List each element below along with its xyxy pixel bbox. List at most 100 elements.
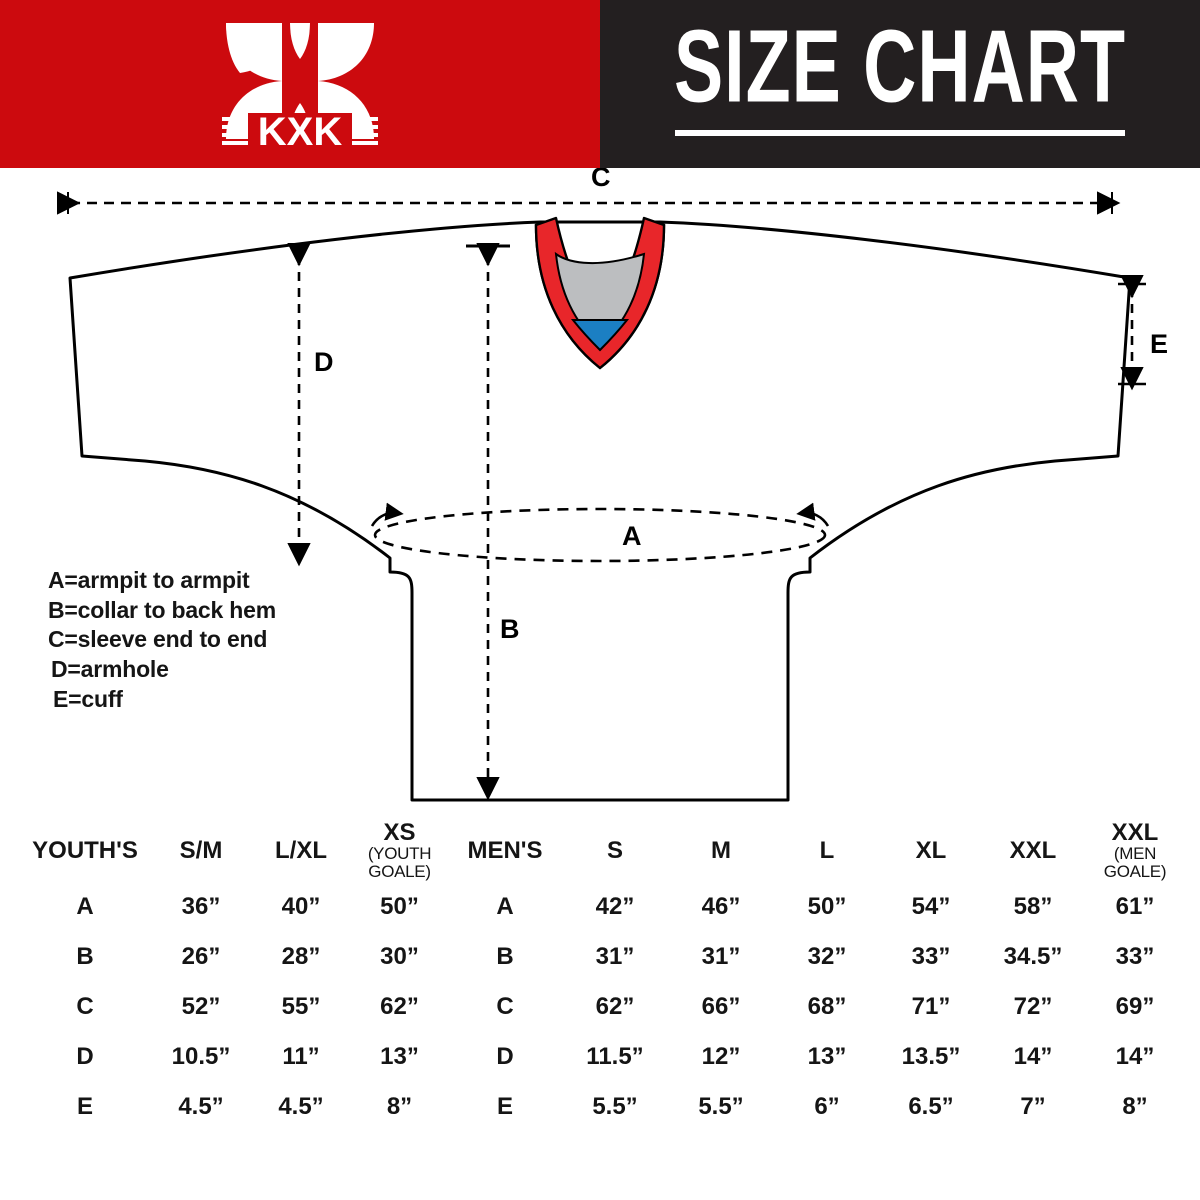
cell-men-a-s: 42” bbox=[563, 882, 667, 931]
header-men-xxl-goalie-sub: (MEN GOALE) bbox=[1103, 844, 1167, 882]
jersey-diagram: D B E A bbox=[0, 168, 1200, 818]
table-row: B 26” 28” 30” B 31” 31” 32” 33” 34.5” 33… bbox=[20, 932, 1185, 981]
cell-men-a-xl: 54” bbox=[881, 882, 981, 931]
dimension-a-label: A bbox=[622, 521, 642, 551]
cell-men-c-s: 62” bbox=[563, 982, 667, 1031]
page-title: SIZE CHART bbox=[673, 9, 1127, 125]
cell-men-b-m: 31” bbox=[669, 932, 773, 981]
header-banner: KXK SIZE CHART bbox=[0, 0, 1200, 168]
header-men-s: S bbox=[563, 820, 667, 881]
header-youth-lxl: L/XL bbox=[252, 820, 350, 881]
cell-men-d-xxl-goalie: 14” bbox=[1085, 1032, 1185, 1081]
measurement-legend: A=armpit to armpit B=collar to back hem … bbox=[48, 566, 276, 714]
cell-youth-e-xs: 8” bbox=[352, 1082, 447, 1131]
cell-youth-e-sm: 4.5” bbox=[152, 1082, 250, 1131]
header-men-xl: XL bbox=[881, 820, 981, 881]
size-table: YOUTH'S S/M L/XL XS (YOUTH GOALE) MEN'S bbox=[18, 818, 1187, 1133]
cell-youth-a-xs: 50” bbox=[352, 882, 447, 931]
kxk-logo: KXK bbox=[220, 17, 380, 154]
table-row: D 10.5” 11” 13” D 11.5” 12” 13” 13.5” 14… bbox=[20, 1032, 1185, 1081]
cell-men-b-xxl-goalie: 33” bbox=[1085, 932, 1185, 981]
dimension-d-label: D bbox=[314, 347, 334, 377]
header-youth-xs-goalie-sub: (YOUTH GOALE) bbox=[367, 844, 432, 882]
cell-men-c-xl: 71” bbox=[881, 982, 981, 1031]
cell-youth-c-lxl: 55” bbox=[252, 982, 350, 1031]
dimension-e: E bbox=[1118, 275, 1168, 391]
cell-youth-c-xs: 62” bbox=[352, 982, 447, 1031]
cell-men-c-l: 68” bbox=[775, 982, 879, 1031]
cell-youth-d-sm: 10.5” bbox=[152, 1032, 250, 1081]
cell-men-d-xxl: 14” bbox=[983, 1032, 1083, 1081]
cell-men-a-l: 50” bbox=[775, 882, 879, 931]
cell-men-e-xxl: 7” bbox=[983, 1082, 1083, 1131]
row-label-youth-e: E bbox=[20, 1082, 150, 1131]
cell-men-c-xxl-goalie: 69” bbox=[1085, 982, 1185, 1031]
cell-youth-b-lxl: 28” bbox=[252, 932, 350, 981]
size-table-wrapper: YOUTH'S S/M L/XL XS (YOUTH GOALE) MEN'S bbox=[18, 818, 1185, 1133]
cell-men-d-m: 12” bbox=[669, 1032, 773, 1081]
header-youth-sm: S/M bbox=[152, 820, 250, 881]
cell-men-a-xxl: 58” bbox=[983, 882, 1083, 931]
header-mens: MEN'S bbox=[449, 820, 561, 881]
header-men-xxl-goalie: XXL (MEN GOALE) bbox=[1085, 820, 1185, 881]
dimension-c-label: C bbox=[591, 168, 611, 192]
cell-men-c-m: 66” bbox=[669, 982, 773, 1031]
header-men-l: L bbox=[775, 820, 879, 881]
title-panel: SIZE CHART bbox=[600, 0, 1200, 168]
row-label-men-b: B bbox=[449, 932, 561, 981]
cell-men-a-m: 46” bbox=[669, 882, 773, 931]
jersey-outline bbox=[68, 220, 1132, 802]
cell-men-e-l: 6” bbox=[775, 1082, 879, 1131]
legend-item-e: E=cuff bbox=[53, 685, 123, 712]
dimension-c bbox=[57, 191, 1121, 215]
dimension-a: A bbox=[370, 502, 830, 563]
svg-text:KXK: KXK bbox=[258, 110, 343, 152]
cell-youth-d-lxl: 11” bbox=[252, 1032, 350, 1081]
header-men-m: M bbox=[669, 820, 773, 881]
cell-men-b-s: 31” bbox=[563, 932, 667, 981]
cell-men-e-s: 5.5” bbox=[563, 1082, 667, 1131]
cell-men-b-l: 32” bbox=[775, 932, 879, 981]
dimension-b-label: B bbox=[500, 614, 520, 644]
table-row: A 36” 40” 50” A 42” 46” 50” 54” 58” 61” bbox=[20, 882, 1185, 931]
row-label-youth-a: A bbox=[20, 882, 150, 931]
legend-item-c: C=sleeve end to end bbox=[48, 626, 268, 653]
dimension-b: B bbox=[466, 243, 520, 802]
legend-item-b: B=collar to back hem bbox=[48, 596, 276, 623]
row-label-men-d: D bbox=[449, 1032, 561, 1081]
cell-men-b-xl: 33” bbox=[881, 932, 981, 981]
header-men-xxl: XXL bbox=[983, 820, 1083, 881]
cell-youth-b-xs: 30” bbox=[352, 932, 447, 981]
row-label-youth-d: D bbox=[20, 1032, 150, 1081]
cell-men-e-xl: 6.5” bbox=[881, 1082, 981, 1131]
cell-youth-c-sm: 52” bbox=[152, 982, 250, 1031]
cell-youth-e-lxl: 4.5” bbox=[252, 1082, 350, 1131]
cell-youth-a-lxl: 40” bbox=[252, 882, 350, 931]
cell-men-d-xl: 13.5” bbox=[881, 1032, 981, 1081]
cell-men-d-s: 11.5” bbox=[563, 1032, 667, 1081]
cell-men-a-xxl-goalie: 61” bbox=[1085, 882, 1185, 931]
table-header-row: YOUTH'S S/M L/XL XS (YOUTH GOALE) MEN'S bbox=[20, 820, 1185, 881]
header-youths: YOUTH'S bbox=[20, 820, 150, 881]
cell-men-e-m: 5.5” bbox=[669, 1082, 773, 1131]
legend-item-d: D=armhole bbox=[51, 655, 169, 682]
title-underline bbox=[675, 130, 1125, 137]
cell-youth-d-xs: 13” bbox=[352, 1032, 447, 1081]
cell-men-e-xxl-goalie: 8” bbox=[1085, 1082, 1185, 1131]
cell-youth-a-sm: 36” bbox=[152, 882, 250, 931]
dimension-d: D bbox=[287, 243, 334, 567]
cell-men-d-l: 13” bbox=[775, 1032, 879, 1081]
jersey-collar bbox=[534, 216, 666, 370]
row-label-men-a: A bbox=[449, 882, 561, 931]
row-label-youth-b: B bbox=[20, 932, 150, 981]
dimension-e-label: E bbox=[1150, 329, 1168, 359]
cell-men-b-xxl: 34.5” bbox=[983, 932, 1083, 981]
logo-panel: KXK bbox=[0, 0, 600, 168]
legend-item-a: A=armpit to armpit bbox=[48, 567, 250, 593]
header-youth-xs-goalie: XS (YOUTH GOALE) bbox=[352, 820, 447, 881]
cell-men-c-xxl: 72” bbox=[983, 982, 1083, 1031]
table-row: E 4.5” 4.5” 8” E 5.5” 5.5” 6” 6.5” 7” 8” bbox=[20, 1082, 1185, 1131]
table-row: C 52” 55” 62” C 62” 66” 68” 71” 72” 69” bbox=[20, 982, 1185, 1031]
row-label-men-c: C bbox=[449, 982, 561, 1031]
